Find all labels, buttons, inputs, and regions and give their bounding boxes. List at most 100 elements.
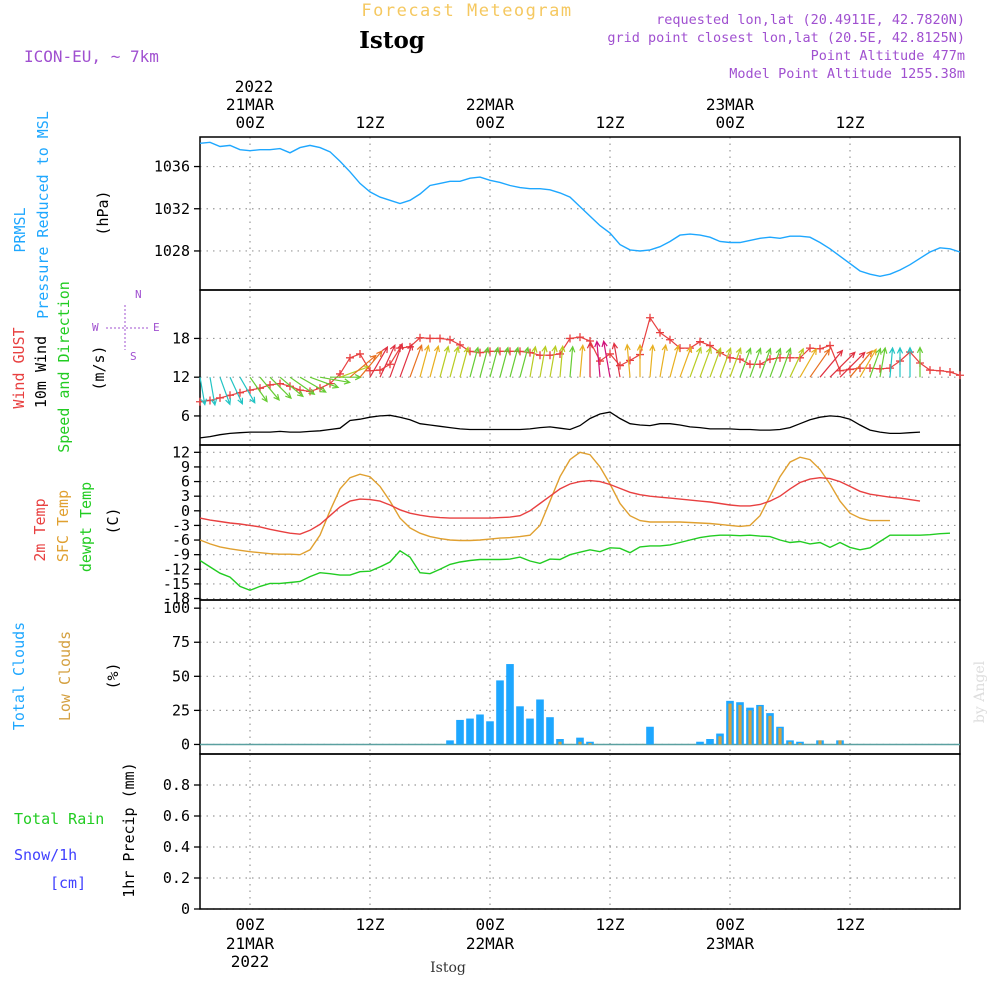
- wind-direction-arrow: [379, 344, 396, 378]
- temp-ylabel: (C): [104, 507, 122, 534]
- wind-direction-arrow: [601, 339, 611, 378]
- wind-direction-arrow: [289, 376, 316, 396]
- temp-2m-line: [199, 476, 921, 535]
- wind-gust-marker: [766, 355, 774, 364]
- low-cloud-bar: [718, 736, 722, 745]
- wind-direction-arrow: [539, 345, 548, 378]
- wind-direction-arrow: [669, 344, 681, 378]
- wind-direction-arrow: [896, 346, 904, 378]
- wind-legend-gust: Wind GUST: [10, 327, 28, 408]
- pressure-ytick-label-0: 1028: [154, 242, 190, 260]
- pressure-ylabel: (hPa): [94, 190, 112, 235]
- low-cloud-bar: [738, 704, 742, 745]
- precip-legend-snow: Snow/1h: [14, 846, 77, 864]
- wind-direction-arrow: [309, 376, 340, 389]
- clouds-legend-total: Total Clouds: [10, 622, 28, 730]
- wind-direction-arrow: [509, 346, 520, 378]
- wind-gust-marker: [226, 391, 234, 400]
- temp-legend-dew: dewpt Temp: [77, 482, 95, 572]
- wind-direction-arrow: [739, 347, 752, 378]
- temperature-ytick-label-7: 3: [181, 487, 190, 505]
- low-cloud-bar: [768, 715, 772, 745]
- low-cloud-bar: [778, 728, 782, 745]
- bottom-date-label-0: 21MAR: [226, 934, 275, 953]
- wind-direction-arrow: [799, 347, 817, 378]
- bottom-time-label-0: 00Z: [236, 915, 265, 934]
- bottom-date-label-4: 23MAR: [706, 934, 755, 953]
- wind-direction-arrow: [789, 347, 804, 378]
- low-cloud-bar: [748, 710, 752, 745]
- bottom-time-label-5: 12Z: [836, 915, 865, 934]
- wind-gust-marker: [266, 380, 274, 389]
- wind-direction-arrow: [849, 350, 873, 378]
- temperature-ytick-label-5: -3: [172, 516, 190, 534]
- wind-direction-arrow: [429, 344, 441, 378]
- total-cloud-bar: [516, 706, 524, 745]
- wind-ytick-label-0: 6: [181, 407, 190, 425]
- clouds-ytick-label-1: 25: [172, 701, 190, 719]
- wind-direction-arrow: [569, 345, 576, 378]
- model-label: ICON-EU, ~ 7km: [24, 47, 159, 66]
- wind-direction-arrow: [499, 346, 510, 378]
- pressure-ytick-label-1: 1032: [154, 200, 190, 218]
- top-time-label-1: 12Z: [356, 113, 385, 132]
- wind-gust-marker: [386, 360, 394, 369]
- wind-direction-arrow: [611, 342, 621, 378]
- wind-gust-marker: [446, 335, 454, 344]
- total-cloud-bar: [646, 726, 654, 745]
- wind-direction-arrow: [636, 343, 644, 378]
- precip-panel: 0 0.2 0.4 0.6 0.8: [163, 753, 961, 918]
- wind-direction-arrow: [249, 376, 268, 403]
- footer-location: Istog: [430, 960, 466, 976]
- wind-panel: 6 12 18: [172, 289, 964, 446]
- wind-gust-marker: [836, 366, 844, 375]
- wind-direction-arrow: [709, 346, 722, 378]
- compass-rose: N S W E: [92, 288, 160, 363]
- temperature-frame: [199, 444, 961, 601]
- wind-direction-arrow: [219, 376, 232, 406]
- compass-west: W: [92, 321, 99, 334]
- wind-gust-marker: [546, 351, 554, 360]
- wind-gust-marker: [656, 328, 664, 337]
- wind-ytick-label-2: 18: [172, 329, 190, 347]
- total-cloud-bar: [576, 737, 584, 745]
- sfc-temp-line: [199, 451, 890, 556]
- clouds-frame: [199, 599, 961, 755]
- wind-direction-arrow: [279, 376, 304, 398]
- temperature-ytick-label-8: 6: [181, 473, 190, 491]
- top-year-label: 2022: [235, 77, 274, 96]
- total-cloud-bar: [706, 739, 714, 745]
- total-cloud-bar: [466, 718, 474, 745]
- bottom-time-label-4: 00Z: [716, 915, 745, 934]
- wind-direction-arrow: [829, 351, 856, 378]
- wind-direction-arrow: [489, 346, 500, 378]
- top-time-label-3: 12Z: [596, 113, 625, 132]
- wind-direction-arrow: [819, 349, 844, 378]
- wind-direction-arrow: [239, 376, 256, 404]
- temp-legend-sfc: SFC Temp: [54, 490, 72, 562]
- low-cloud-bar: [818, 740, 822, 745]
- wind-gust-marker: [926, 366, 934, 375]
- wind-direction-arrow: [749, 347, 762, 378]
- wind-gust-marker: [946, 368, 954, 377]
- wind-gust-marker: [296, 386, 304, 395]
- wind-gust-marker: [626, 356, 634, 365]
- wind-gust-marker: [606, 349, 614, 358]
- low-cloud-bar: [758, 706, 762, 745]
- wind-gust-marker: [736, 355, 744, 364]
- wind-direction-arrow: [906, 346, 914, 378]
- temperature-ytick-label-1: -15: [163, 575, 190, 593]
- precip-ytick-label-2: 0.4: [163, 838, 190, 856]
- wind-gust-marker: [826, 341, 834, 350]
- wind-direction-arrow: [649, 344, 656, 378]
- pressure-ytick-label-2: 1036: [154, 158, 190, 176]
- wind-legend-10m: 10m Wind: [32, 336, 50, 408]
- wind-direction-arrow: [209, 377, 218, 407]
- precip-legend-cm: [cm]: [50, 874, 86, 892]
- wind-gust-marker: [756, 360, 764, 369]
- compass-south: S: [130, 350, 137, 363]
- wind-gust-marker: [536, 351, 544, 360]
- dewpoint-line: [199, 532, 951, 592]
